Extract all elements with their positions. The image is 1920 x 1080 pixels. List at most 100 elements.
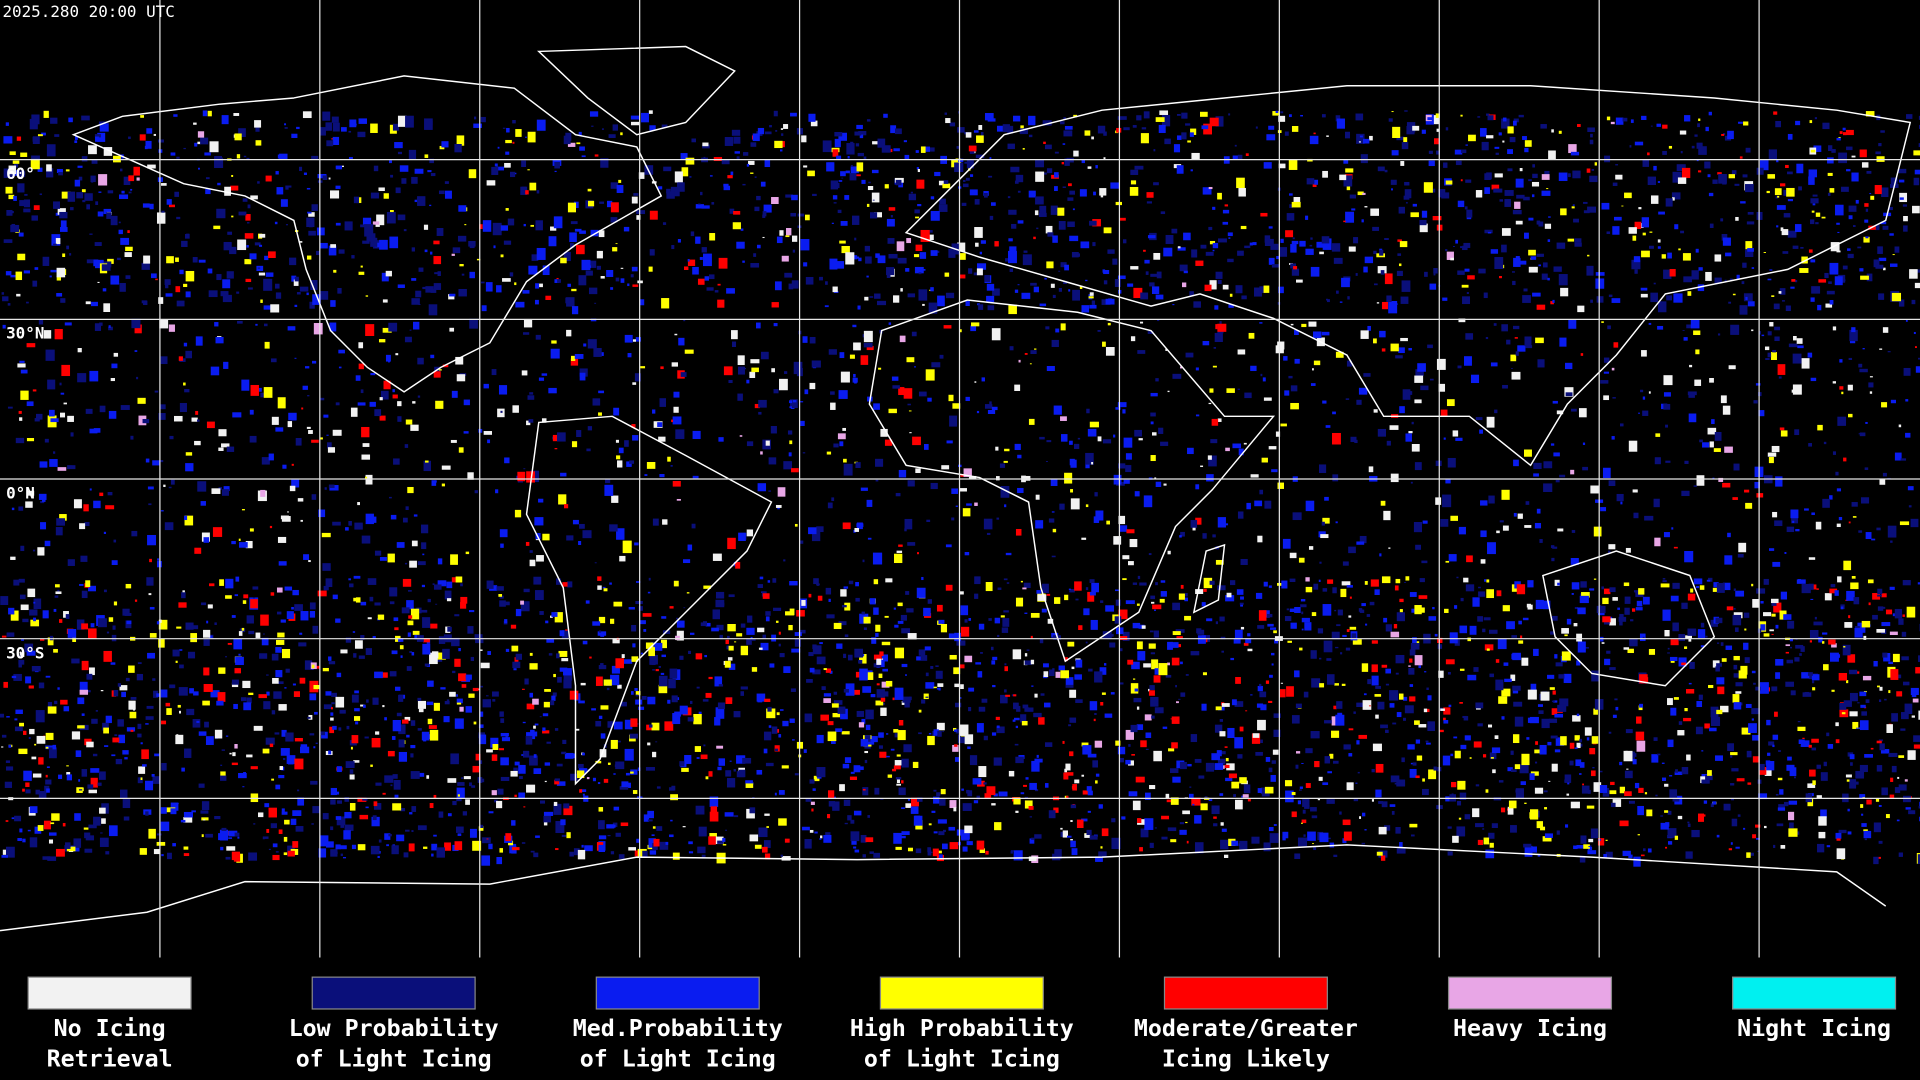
icing-cell <box>1031 837 1035 840</box>
icing-cell <box>610 618 615 624</box>
icing-cell <box>1773 111 1778 115</box>
icing-cell <box>1524 449 1532 457</box>
icing-cell <box>1078 625 1083 630</box>
icing-cell <box>590 229 599 237</box>
icing-cell <box>830 391 835 395</box>
icing-cell <box>156 833 162 836</box>
icing-cell <box>1446 399 1455 407</box>
icing-cell <box>57 687 60 690</box>
icing-cell <box>808 527 817 535</box>
icing-cell <box>1125 465 1132 473</box>
icing-cell <box>1862 348 1865 350</box>
icing-cell <box>1680 230 1685 234</box>
icing-cell <box>1273 824 1277 826</box>
icing-cell <box>56 267 66 278</box>
icing-cell <box>332 594 338 600</box>
icing-cell <box>463 431 469 434</box>
icing-cell <box>1259 489 1264 495</box>
icing-cell <box>18 748 28 755</box>
icing-cell <box>67 629 77 638</box>
icing-cell <box>1092 760 1098 768</box>
icing-cell <box>1217 758 1226 765</box>
icing-cell <box>1384 273 1393 285</box>
icing-cell <box>1064 264 1069 271</box>
icing-cell <box>1305 248 1314 255</box>
icing-cell <box>287 326 296 331</box>
icing-cell <box>319 242 328 249</box>
icing-cell <box>1506 621 1515 630</box>
icing-cell <box>1266 134 1276 141</box>
icing-cell <box>5 760 11 763</box>
icing-cell <box>582 640 588 645</box>
icing-cell <box>875 458 884 467</box>
icing-cell <box>688 851 694 854</box>
icing-cell <box>1841 186 1849 192</box>
icing-cell <box>1092 242 1096 247</box>
icing-cell <box>1869 391 1873 394</box>
icing-cell <box>257 267 261 269</box>
icing-cell <box>1483 292 1488 299</box>
icing-cell <box>1237 154 1243 160</box>
icing-cell <box>844 602 851 611</box>
icing-cell <box>1464 356 1472 366</box>
icing-cell <box>331 138 334 140</box>
icing-cell <box>955 728 960 734</box>
icing-cell <box>1205 762 1215 772</box>
icing-cell <box>530 850 535 853</box>
icing-cell <box>1837 231 1840 234</box>
icing-cell <box>1735 216 1739 221</box>
icing-cell <box>291 479 300 488</box>
icing-cell <box>1502 384 1508 389</box>
icing-cell <box>89 667 95 676</box>
icing-cell <box>148 593 152 596</box>
icing-cell <box>1824 593 1832 601</box>
icing-cell <box>512 405 519 413</box>
icing-cell <box>1403 696 1408 701</box>
icing-cell <box>1360 330 1369 339</box>
icing-cell <box>1061 162 1064 165</box>
icing-cell <box>504 162 511 168</box>
icing-cell <box>390 514 397 520</box>
icing-cell <box>505 139 512 144</box>
icing-cell <box>828 598 831 602</box>
icing-cell <box>1578 408 1587 418</box>
icing-cell <box>819 838 822 840</box>
icing-cell <box>1630 119 1634 123</box>
icing-cell <box>598 616 606 624</box>
icing-cell <box>63 706 70 712</box>
icing-cell <box>1709 223 1714 229</box>
icing-cell <box>775 130 778 132</box>
icing-cell <box>1421 560 1428 564</box>
icing-cell <box>1095 856 1103 862</box>
icing-cell <box>1187 447 1194 455</box>
icing-cell <box>512 661 521 669</box>
icing-cell <box>994 822 1002 831</box>
icing-cell <box>159 319 169 329</box>
icing-cell <box>896 778 900 784</box>
icing-cell <box>1009 246 1017 255</box>
icing-cell <box>1647 152 1650 156</box>
icing-cell <box>308 225 313 228</box>
icing-cell <box>589 260 597 268</box>
icing-cell <box>1590 485 1600 494</box>
icing-cell <box>389 671 397 677</box>
icing-cell <box>60 412 66 418</box>
icing-cell <box>901 701 906 705</box>
icing-cell <box>1795 528 1800 532</box>
icing-cell <box>1068 724 1072 727</box>
icing-cell <box>1217 418 1222 422</box>
icing-cell <box>860 355 869 365</box>
icing-cell <box>632 284 639 287</box>
icing-cell <box>1263 285 1270 293</box>
icing-cell <box>1342 819 1351 826</box>
icing-cell <box>1665 379 1671 382</box>
icing-cell <box>1418 724 1427 728</box>
icing-cell <box>607 762 611 765</box>
icing-cell <box>1878 257 1887 262</box>
icing-cell <box>472 840 482 851</box>
icing-cell <box>746 638 752 645</box>
icing-cell <box>828 790 835 798</box>
icing-cell <box>733 210 741 215</box>
icing-cell <box>808 593 812 598</box>
icing-cell <box>382 327 392 333</box>
